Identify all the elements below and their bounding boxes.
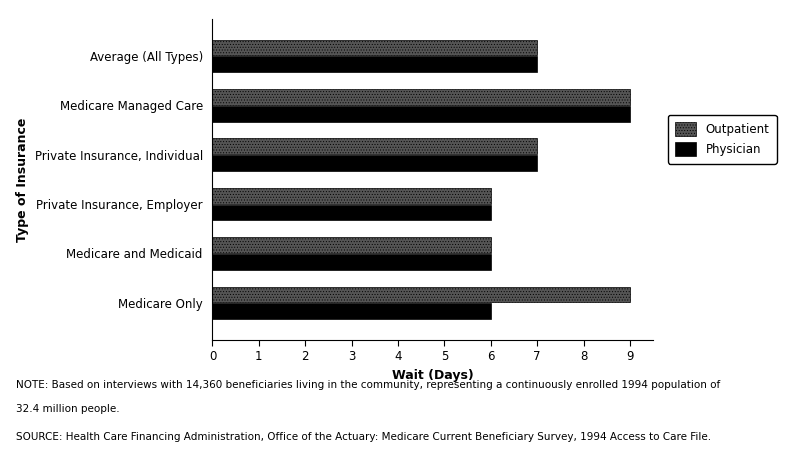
Bar bbox=[212, 237, 491, 253]
X-axis label: Wait (Days): Wait (Days) bbox=[392, 369, 474, 382]
Bar bbox=[212, 155, 538, 171]
Bar bbox=[212, 188, 491, 203]
Y-axis label: Type of Insurance: Type of Insurance bbox=[16, 117, 29, 242]
Bar bbox=[212, 287, 630, 302]
Bar bbox=[212, 57, 538, 72]
Bar bbox=[212, 254, 491, 270]
Bar bbox=[212, 138, 538, 154]
Legend: Outpatient, Physician: Outpatient, Physician bbox=[668, 115, 777, 163]
Bar bbox=[212, 89, 630, 105]
Bar bbox=[212, 40, 538, 55]
Text: 32.4 million people.: 32.4 million people. bbox=[16, 404, 120, 413]
Bar bbox=[212, 303, 491, 319]
Text: NOTE: Based on interviews with 14,360 beneficiaries living in the community, rep: NOTE: Based on interviews with 14,360 be… bbox=[16, 380, 720, 390]
Text: SOURCE: Health Care Financing Administration, Office of the Actuary: Medicare Cu: SOURCE: Health Care Financing Administra… bbox=[16, 432, 711, 442]
Bar bbox=[212, 204, 491, 220]
Bar bbox=[212, 106, 630, 122]
